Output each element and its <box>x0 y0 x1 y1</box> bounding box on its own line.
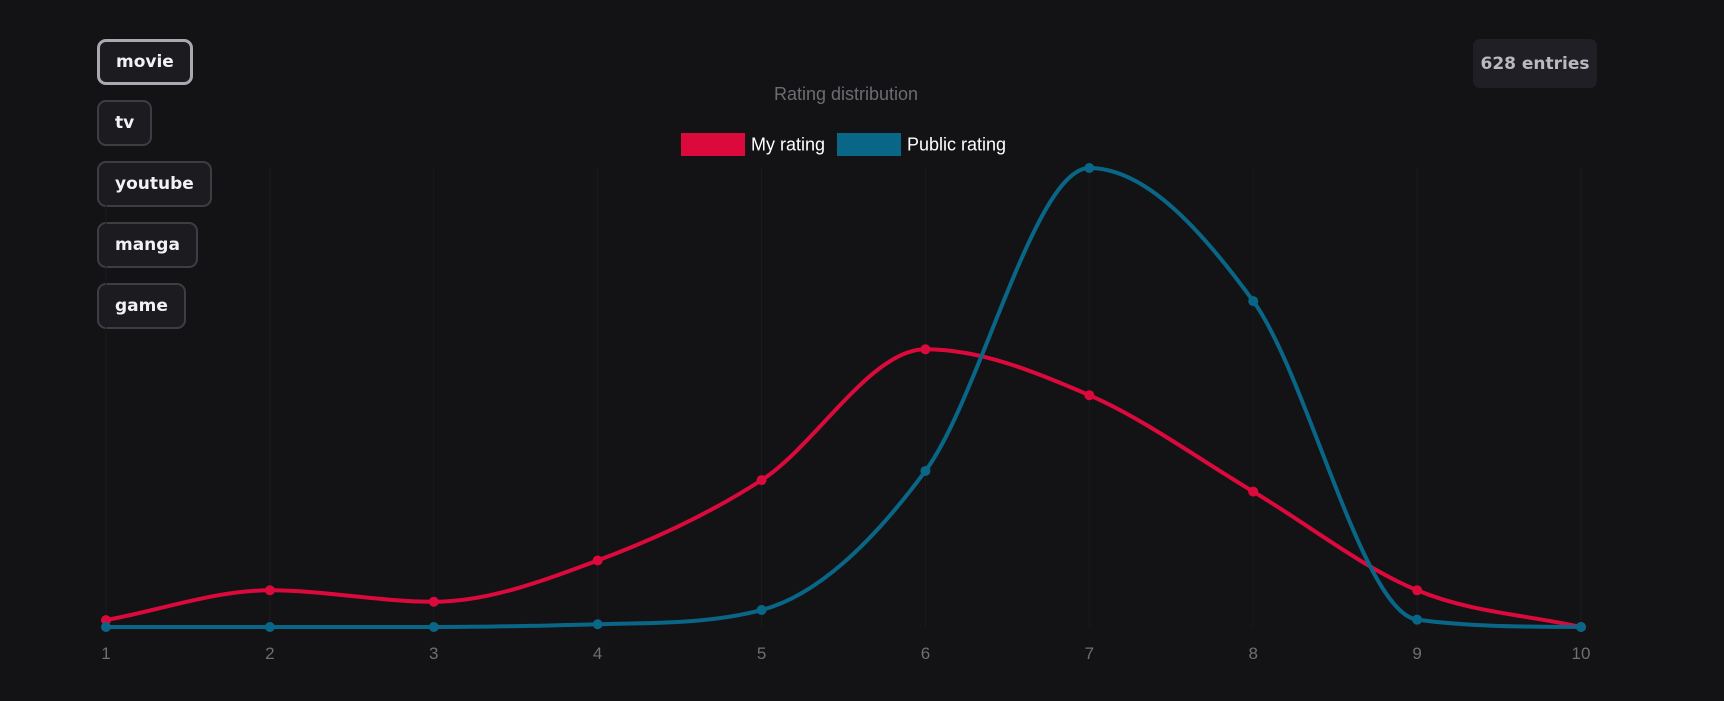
filter-youtube-button[interactable]: youtube <box>97 161 212 207</box>
data-point-my-rating-7[interactable] <box>1084 390 1095 401</box>
filter-game-button[interactable]: game <box>97 283 186 329</box>
legend-label-my-rating: My rating <box>751 135 825 155</box>
x-tick-label-8: 8 <box>1248 644 1257 663</box>
x-tick-label-9: 9 <box>1412 644 1421 663</box>
filter-tv-button[interactable]: tv <box>97 100 153 146</box>
x-axis-ticks: 1 2 3 4 5 6 7 8 9 10 <box>101 644 1590 663</box>
data-point-my-rating-9[interactable] <box>1412 585 1423 596</box>
data-point-my-rating-1[interactable] <box>101 615 111 626</box>
legend-swatch-public-rating <box>837 133 901 156</box>
series-line-my-rating <box>104 347 1583 629</box>
chart-title: Rating distribution <box>774 84 918 104</box>
data-point-public-rating-6[interactable] <box>920 465 931 476</box>
data-point-public-rating-4[interactable] <box>592 619 603 630</box>
data-point-public-rating-3[interactable] <box>428 622 439 632</box>
data-point-public-rating-10[interactable] <box>1576 622 1586 632</box>
x-tick-label-5: 5 <box>757 644 766 663</box>
data-point-public-rating-7[interactable] <box>1084 163 1095 173</box>
chart-series <box>101 163 1586 632</box>
data-point-my-rating-3[interactable] <box>428 596 439 607</box>
series-public-rating <box>101 163 1586 632</box>
category-filters: movie tv youtube manga game <box>97 39 212 329</box>
x-tick-label-4: 4 <box>593 644 602 663</box>
x-tick-label-3: 3 <box>429 644 438 663</box>
x-tick-label-10: 10 <box>1572 644 1591 663</box>
data-point-public-rating-5[interactable] <box>756 605 767 616</box>
entries-count-badge: 628 entries <box>1473 39 1597 88</box>
data-point-public-rating-8[interactable] <box>1248 296 1259 307</box>
legend-swatch-my-rating <box>681 133 745 156</box>
x-tick-label-1: 1 <box>101 644 110 663</box>
x-tick-label-7: 7 <box>1085 644 1094 663</box>
legend-label-public-rating: Public rating <box>907 135 1006 155</box>
x-tick-label-2: 2 <box>265 644 274 663</box>
filter-manga-button[interactable]: manga <box>97 222 198 268</box>
chart-legend: My rating Public rating <box>681 133 1006 156</box>
data-point-my-rating-6[interactable] <box>920 344 931 355</box>
data-point-my-rating-4[interactable] <box>592 555 603 566</box>
data-point-my-rating-8[interactable] <box>1248 486 1259 497</box>
data-point-public-rating-1[interactable] <box>101 622 111 632</box>
data-point-my-rating-2[interactable] <box>264 585 275 596</box>
x-tick-label-6: 6 <box>921 644 930 663</box>
filter-movie-button[interactable]: movie <box>97 39 193 85</box>
data-point-public-rating-2[interactable] <box>264 622 275 632</box>
series-my-rating <box>101 344 1586 632</box>
data-point-my-rating-5[interactable] <box>756 475 767 486</box>
data-point-public-rating-9[interactable] <box>1412 614 1423 625</box>
